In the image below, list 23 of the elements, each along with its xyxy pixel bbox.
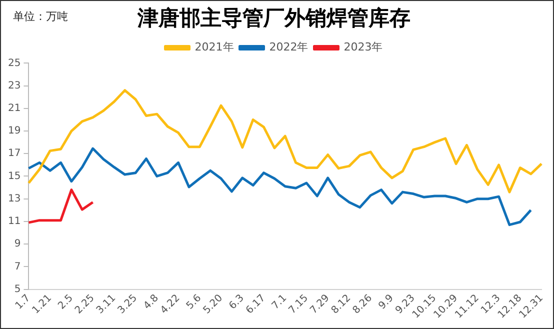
y-tick-label: 19 bbox=[8, 126, 21, 137]
y-tick-label: 21 bbox=[8, 103, 21, 114]
text: 单位：万吨 bbox=[13, 10, 68, 23]
x-tick-label: 7.1 bbox=[270, 292, 290, 312]
legend-label: 2021年 bbox=[194, 40, 234, 54]
legend-label: 2022年 bbox=[269, 40, 308, 54]
y-tick-label: 15 bbox=[8, 170, 21, 182]
chart-title: 津唐邯主导管厂外销焊管库存 bbox=[136, 6, 410, 30]
y-tick-label: 23 bbox=[8, 80, 21, 92]
y-tick-label: 11 bbox=[8, 216, 21, 228]
x-tick-label: 6.3 bbox=[227, 292, 246, 312]
y-tick-label: 25 bbox=[8, 58, 21, 69]
y-tick-label: 9 bbox=[14, 238, 21, 250]
x-tick-label: 1.7 bbox=[14, 292, 33, 312]
y-tick-label: 13 bbox=[8, 193, 21, 204]
x-tick-label: 9.9 bbox=[376, 292, 396, 312]
x-tick-label: 2.5 bbox=[56, 292, 76, 312]
x-tick-label: 4.8 bbox=[142, 292, 161, 312]
y-tick-label: 7 bbox=[14, 261, 21, 272]
y-tick-label: 17 bbox=[8, 148, 21, 160]
y-tick-label: 5 bbox=[14, 284, 21, 295]
x-tick-label: 5.6 bbox=[184, 292, 204, 312]
legend-label: 2023年 bbox=[344, 40, 383, 54]
